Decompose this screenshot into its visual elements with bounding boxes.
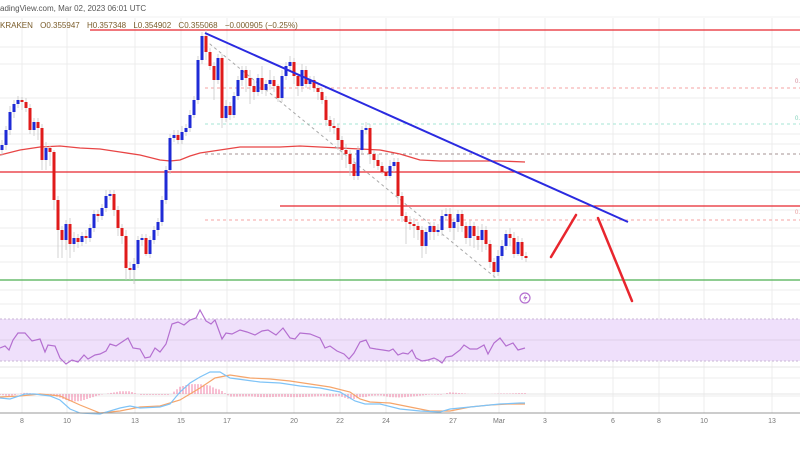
- fib-level-label: 0.: [794, 210, 800, 216]
- x-tick-label: 6: [611, 418, 615, 425]
- x-tick-label: 27: [449, 418, 457, 425]
- x-tick-label: 17: [223, 418, 231, 425]
- x-tick-label: 22: [336, 418, 344, 425]
- x-tick-label: 24: [382, 418, 390, 425]
- change-value: −0.000905 (−0.25%): [224, 21, 298, 30]
- x-tick-label: 15: [177, 418, 185, 425]
- horizontal-levels: [0, 29, 800, 281]
- forecast-arrows: [549, 213, 634, 303]
- x-tick-label: 10: [63, 418, 71, 425]
- exchange-label: KRAKEN: [0, 21, 33, 30]
- x-tick-label: 8: [657, 418, 661, 425]
- x-tick-label: 10: [700, 418, 708, 425]
- moving-average-100: [0, 145, 526, 163]
- x-tick-label: 3: [543, 418, 547, 425]
- open-value: O0.355947: [40, 21, 80, 30]
- bearish-trendline[interactable]: [204, 32, 629, 223]
- lightning-icon[interactable]: [519, 292, 531, 304]
- candlesticks: [0, 30, 528, 284]
- x-tick-label: 20: [290, 418, 298, 425]
- ohlc-legend: KRAKEN O0.355947 H0.357348 L0.354902 C0.…: [0, 21, 303, 30]
- x-tick-label: Mar: [492, 418, 506, 425]
- close-value: C0.355068: [178, 21, 218, 30]
- high-value: H0.357348: [86, 21, 127, 30]
- macd-panel: [0, 371, 800, 415]
- fib-level-label: 0.: [794, 79, 800, 85]
- x-tick-label: 13: [131, 418, 139, 425]
- fib-level-label: 0.: [794, 116, 800, 122]
- x-tick-label: 8: [20, 418, 24, 425]
- x-tick-label: 13: [768, 418, 776, 425]
- low-value: L0.354902: [133, 21, 172, 30]
- rsi-panel: [0, 308, 800, 365]
- chart-source-label: adingView.com, Mar 02, 2023 06:01 UTC: [0, 4, 147, 13]
